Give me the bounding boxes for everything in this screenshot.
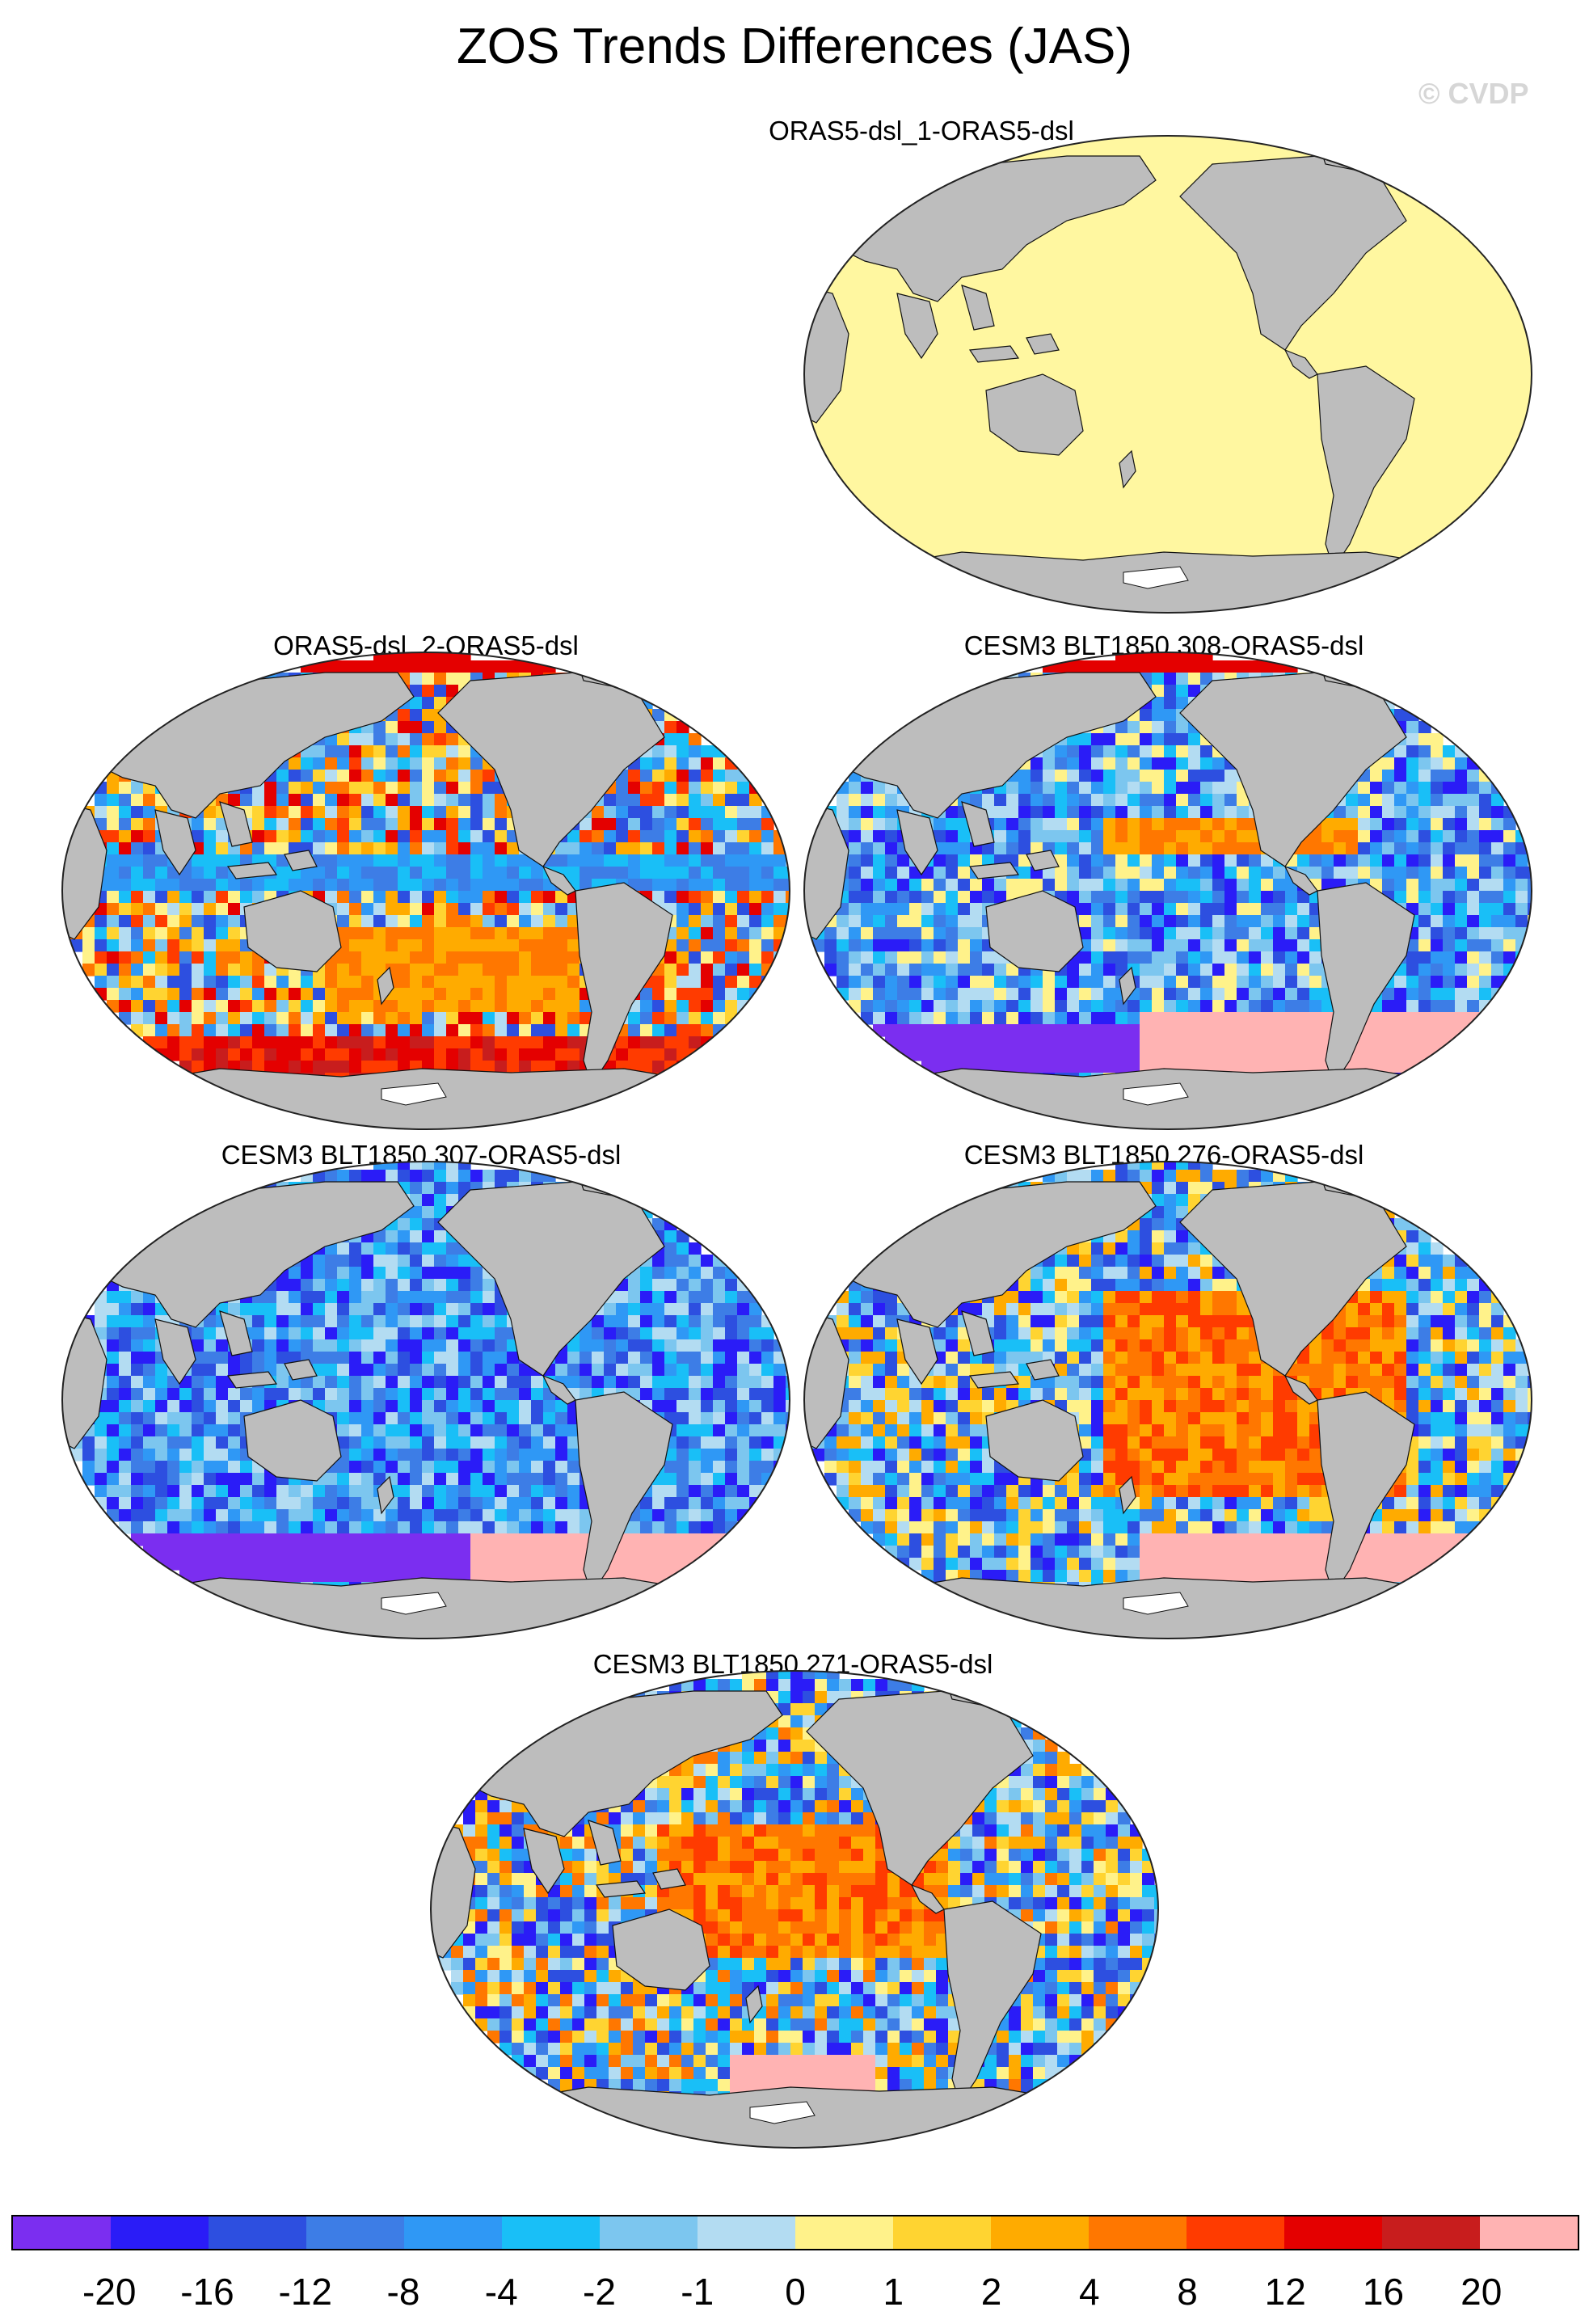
colorbar-tick-label: 20 xyxy=(1460,2271,1503,2313)
colorbar-swatch xyxy=(1382,2216,1480,2249)
colorbar-tick-label: -20 xyxy=(82,2271,137,2313)
colorbar-swatch xyxy=(13,2216,111,2249)
colorbar-tick-label: 0 xyxy=(785,2271,806,2313)
map-panel-3 xyxy=(803,652,1532,1130)
colorbar-swatch xyxy=(991,2216,1089,2249)
colorbar-swatch xyxy=(502,2216,600,2249)
colorbar-tick-label: -4 xyxy=(484,2271,518,2313)
colorbar-tick-label: 8 xyxy=(1177,2271,1198,2313)
colorbar-swatch xyxy=(698,2216,795,2249)
colorbar-tick-label: -12 xyxy=(278,2271,332,2313)
colorbar-swatch xyxy=(1284,2216,1382,2249)
map-panel-2 xyxy=(61,652,790,1130)
colorbar-swatch xyxy=(1186,2216,1284,2249)
colorbar-tick-label: -16 xyxy=(180,2271,234,2313)
colorbar-swatch xyxy=(795,2216,893,2249)
colorbar-swatch xyxy=(893,2216,991,2249)
colorbar-swatch xyxy=(404,2216,502,2249)
colorbar-swatch xyxy=(306,2216,404,2249)
colorbar xyxy=(11,2215,1579,2250)
ocean-field xyxy=(804,136,1532,613)
colorbar-tick-label: -8 xyxy=(386,2271,420,2313)
colorbar-swatch xyxy=(209,2216,306,2249)
colorbar-tick-label: 12 xyxy=(1264,2271,1306,2313)
figure-title: ZOS Trends Differences (JAS) xyxy=(456,19,1133,74)
map-panel-5 xyxy=(803,1161,1532,1639)
ocean-field xyxy=(62,652,790,1129)
colorbar-tick-label: 4 xyxy=(1078,2271,1100,2313)
colorbar-tick-label: 2 xyxy=(980,2271,1002,2313)
colorbar-tick-label: -2 xyxy=(583,2271,616,2313)
colorbar-swatch xyxy=(600,2216,698,2249)
colorbar-tick-label: -1 xyxy=(681,2271,714,2313)
colorbar-tick-label: 16 xyxy=(1362,2271,1405,2313)
colorbar-tick-label: 1 xyxy=(883,2271,904,2313)
colorbar-swatch xyxy=(111,2216,209,2249)
cvdp-watermark: © CVDP xyxy=(1418,77,1529,110)
ocean-field xyxy=(431,1671,1158,2148)
map-panel-6 xyxy=(430,1670,1159,2149)
map-panel-1 xyxy=(803,135,1532,614)
panel-title-1: ORAS5-dsl_1-ORAS5-dsl xyxy=(769,116,1074,146)
colorbar-swatch xyxy=(1089,2216,1186,2249)
ocean-field xyxy=(804,1162,1532,1639)
colorbar-swatch xyxy=(1480,2216,1578,2249)
map-panel-4 xyxy=(61,1161,790,1639)
